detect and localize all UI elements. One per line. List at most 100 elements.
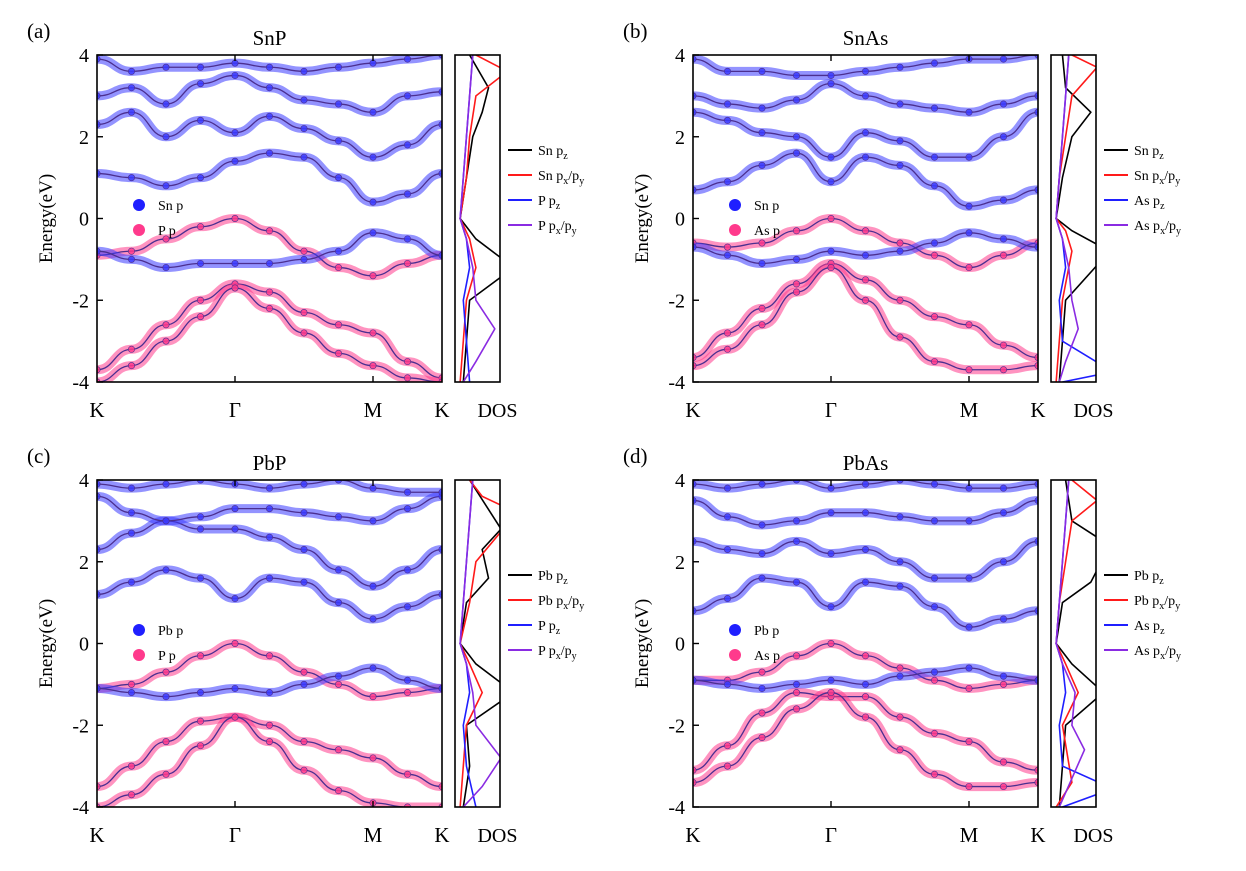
y-tick-label: -2 xyxy=(668,290,685,312)
band-point xyxy=(758,161,766,169)
band-point xyxy=(861,227,869,235)
y-tick-label: -2 xyxy=(72,715,89,737)
band-point xyxy=(265,721,273,729)
y-tick-label: -4 xyxy=(668,372,685,394)
band-point xyxy=(369,362,377,370)
legend-orbital-label: Sn p xyxy=(754,199,779,214)
legend-orbital-label: Pb p xyxy=(158,624,183,639)
dos-line xyxy=(459,55,496,382)
y-tick-label: 2 xyxy=(79,127,89,149)
band-point xyxy=(999,133,1007,141)
band-point xyxy=(827,640,835,648)
legend-orbital-label: As p xyxy=(754,224,780,239)
band-point xyxy=(197,80,205,88)
band-point xyxy=(999,196,1007,204)
dos-curves xyxy=(1055,480,1096,807)
legend-pdos-label: Sn px/py xyxy=(538,169,584,187)
band-point xyxy=(999,680,1007,688)
band-point xyxy=(758,684,766,692)
band-point xyxy=(128,247,136,255)
band-point xyxy=(896,582,904,590)
legend-pdos-label: As pz xyxy=(1134,194,1165,212)
band-point xyxy=(758,709,766,717)
band-fatband xyxy=(97,148,442,207)
band-point xyxy=(861,129,869,137)
band-point xyxy=(128,108,136,116)
band-point xyxy=(999,235,1007,243)
y-axis-label: Energy(eV) xyxy=(632,599,653,688)
band-point xyxy=(793,255,801,263)
band-point xyxy=(896,239,904,247)
band-point xyxy=(827,509,835,517)
band-point xyxy=(861,296,869,304)
band-point xyxy=(162,133,170,141)
band-point xyxy=(724,484,732,492)
band-point xyxy=(999,758,1007,766)
y-tick-label: 0 xyxy=(79,209,89,231)
band-point xyxy=(300,96,308,104)
band-point xyxy=(128,484,136,492)
band-series xyxy=(97,712,442,792)
band-point xyxy=(334,672,342,680)
band-point xyxy=(162,738,170,746)
band-point xyxy=(265,259,273,267)
band-point xyxy=(128,174,136,182)
band-point xyxy=(758,734,766,742)
band-point xyxy=(793,288,801,296)
band-point xyxy=(162,517,170,525)
band-point xyxy=(758,239,766,247)
legend-orbital-marker xyxy=(133,624,145,636)
dos-frame xyxy=(1050,479,1097,808)
band-point xyxy=(896,746,904,754)
k-tick-label: K xyxy=(434,398,449,422)
band-point xyxy=(758,104,766,112)
band-point xyxy=(861,251,869,259)
band-point xyxy=(265,112,273,120)
band-point xyxy=(231,525,239,533)
band-point xyxy=(403,92,411,100)
dos-curves xyxy=(1055,55,1096,382)
band-point xyxy=(300,309,308,317)
band-point xyxy=(197,63,205,71)
band-point xyxy=(300,545,308,553)
band-point xyxy=(369,329,377,337)
band-series xyxy=(97,55,442,76)
band-point xyxy=(369,153,377,161)
k-tick-label: K xyxy=(89,398,104,422)
band-point xyxy=(758,521,766,529)
band-point xyxy=(162,566,170,574)
band-point xyxy=(965,202,973,210)
band-point xyxy=(896,333,904,341)
panel-letter: (c) xyxy=(27,444,50,468)
band-point xyxy=(369,754,377,762)
k-tick-label: K xyxy=(1030,823,1045,847)
band-point xyxy=(793,96,801,104)
band-series xyxy=(693,688,1038,792)
band-series xyxy=(693,79,1038,117)
band-point xyxy=(231,129,239,137)
panel-title: PbAs xyxy=(843,451,889,475)
band-point xyxy=(999,100,1007,108)
band-series xyxy=(97,213,442,281)
band-point xyxy=(793,133,801,141)
y-tick-label: -2 xyxy=(72,290,89,312)
band-point xyxy=(999,55,1007,63)
band-point xyxy=(896,296,904,304)
band-point xyxy=(403,55,411,63)
k-tick-label: M xyxy=(364,398,383,422)
band-point xyxy=(896,513,904,521)
band-point xyxy=(197,259,205,267)
band-point xyxy=(758,67,766,75)
band-point xyxy=(724,100,732,108)
band-point xyxy=(758,259,766,267)
band-point xyxy=(999,783,1007,791)
dos-curves xyxy=(459,55,500,382)
band-point xyxy=(128,680,136,688)
band-point xyxy=(861,545,869,553)
legend-orbital-label: Sn p xyxy=(158,199,183,214)
band-point xyxy=(965,684,973,692)
dos-line xyxy=(1055,55,1080,382)
band-point xyxy=(758,304,766,312)
band-point xyxy=(265,84,273,92)
